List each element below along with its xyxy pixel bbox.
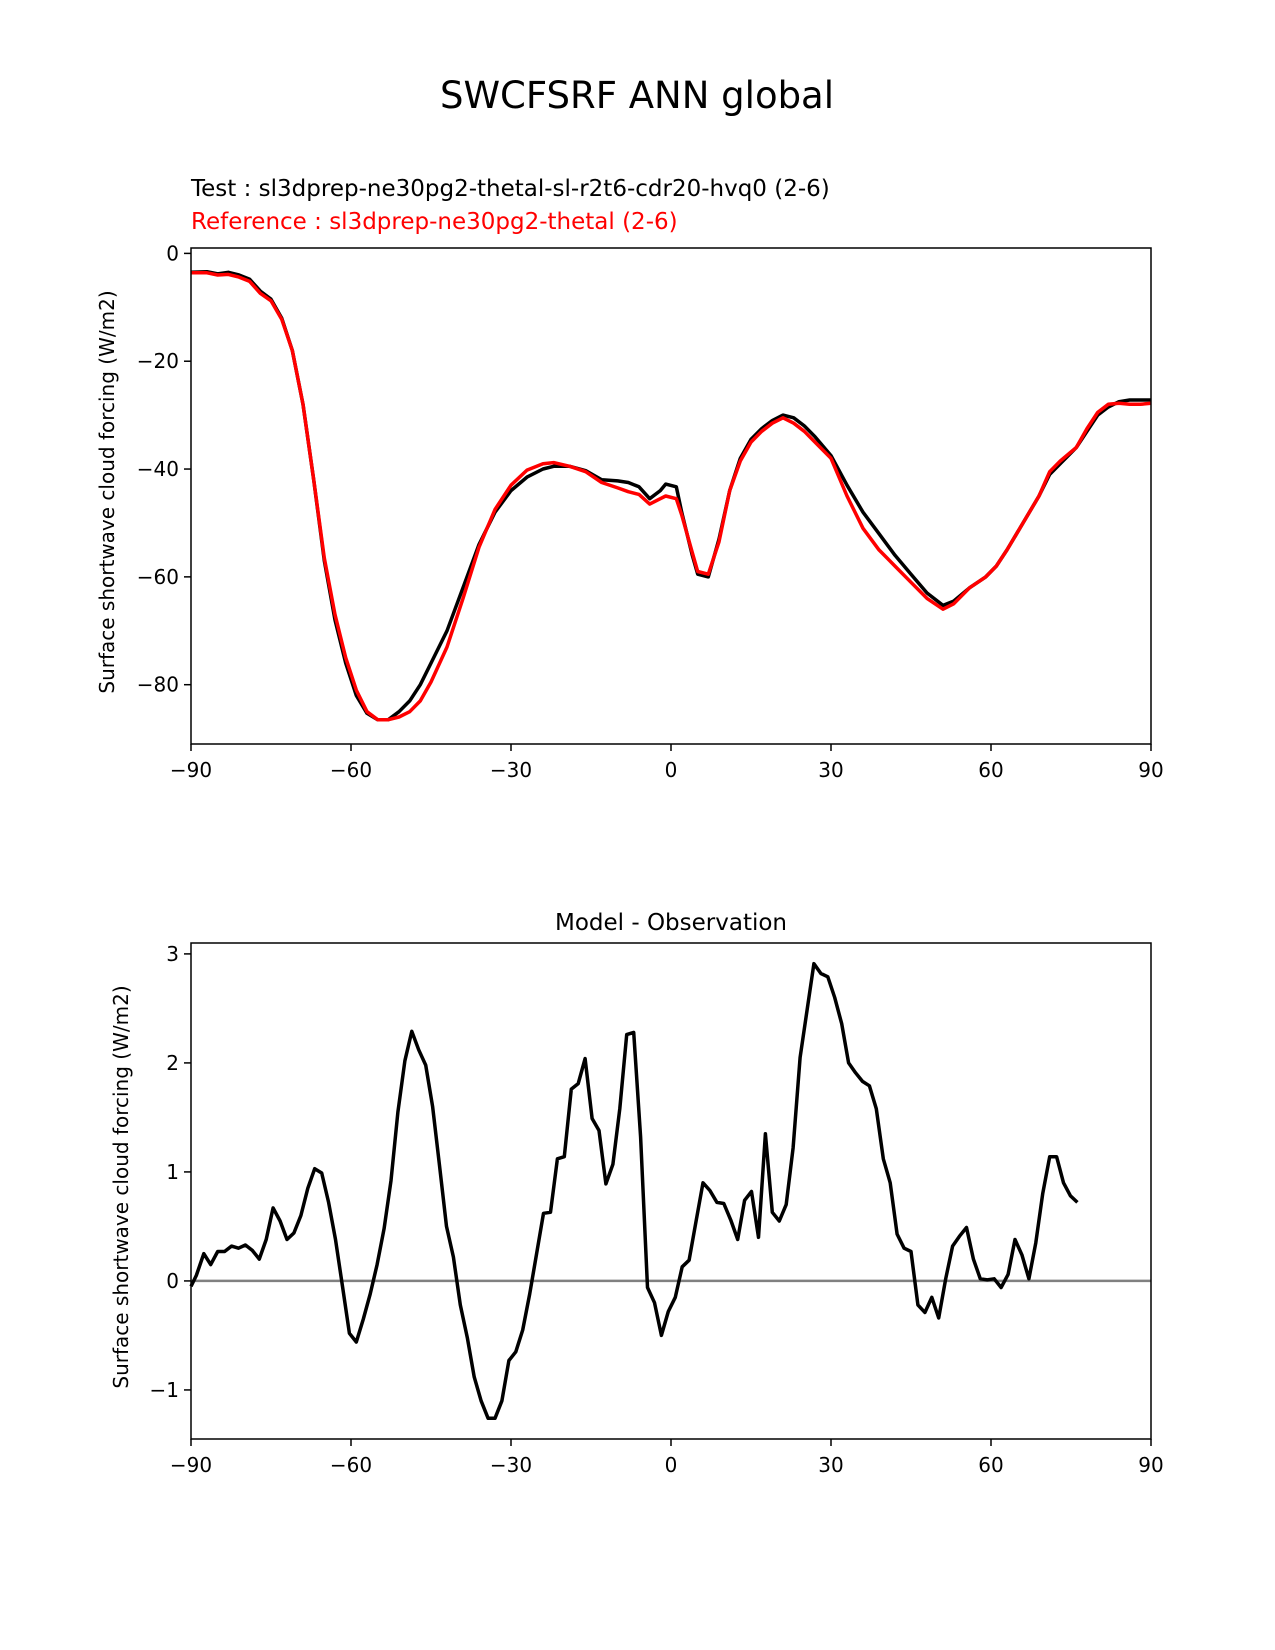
bottom-xtick-label: −90 — [170, 1453, 212, 1477]
bottom-xtick-labels: −90 −60 −30 0 30 60 90 — [170, 1453, 1164, 1477]
bottom-xtick-label: −60 — [330, 1453, 372, 1477]
bottom-axes-frame — [190, 942, 1152, 1440]
top-panel: Test : sl3dprep-ne30pg2-thetal-sl-r2t6-c… — [95, 176, 1164, 782]
top-ticks — [184, 252, 1152, 751]
top-xtick-label: 0 — [665, 758, 678, 782]
bottom-ytick-labels: 3 2 1 0 −1 — [150, 942, 179, 1402]
top-test-title: Test : sl3dprep-ne30pg2-thetal-sl-r2t6-c… — [190, 176, 830, 202]
bottom-ytick-label: 1 — [166, 1160, 179, 1184]
top-ytick-labels: 0 −20 −40 −60 −80 — [137, 241, 179, 696]
top-series-line-reference — [191, 271, 1152, 722]
bottom-series — [189, 961, 1079, 1421]
top-xtick-label: 90 — [1138, 758, 1163, 782]
top-xtick-label: 30 — [818, 758, 843, 782]
top-xtick-labels: −90 −60 −30 0 30 60 90 — [170, 758, 1164, 782]
bottom-ytick-label: 3 — [166, 942, 179, 966]
top-xtick-label: 60 — [978, 758, 1003, 782]
top-ytick-label: 0 — [166, 241, 179, 265]
top-xtick-label: −60 — [330, 758, 372, 782]
bottom-xtick-label: 60 — [978, 1453, 1003, 1477]
bottom-panel: Model - Observation Surface shortwave cl… — [109, 910, 1164, 1477]
bottom-xtick-label: 30 — [818, 1453, 843, 1477]
top-xtick-label: −30 — [490, 758, 532, 782]
top-reference-title: Reference : sl3dprep-ne30pg2-thetal (2-6… — [191, 209, 678, 235]
bottom-ytick-label: 2 — [166, 1051, 179, 1075]
bottom-ytick-label: 0 — [166, 1269, 179, 1293]
top-axes-frame — [190, 247, 1152, 745]
top-ytick-label: −20 — [137, 349, 179, 373]
top-xtick-label: −90 — [170, 758, 212, 782]
bottom-xtick-label: −30 — [490, 1453, 532, 1477]
bottom-xtick-label: 0 — [665, 1453, 678, 1477]
top-series — [190, 269, 1152, 722]
bottom-ticks — [184, 953, 1152, 1446]
top-ytick-label: −60 — [137, 565, 179, 589]
bottom-ylabel: Surface shortwave cloud forcing (W/m2) — [109, 985, 133, 1388]
suptitle: SWCFSRF ANN global — [440, 74, 834, 117]
bottom-ytick-label: −1 — [150, 1378, 179, 1402]
top-ytick-label: −80 — [137, 673, 179, 697]
bottom-xtick-label: 90 — [1138, 1453, 1163, 1477]
top-ylabel: Surface shortwave cloud forcing (W/m2) — [95, 290, 119, 693]
top-ytick-label: −40 — [137, 457, 179, 481]
bottom-title: Model - Observation — [555, 910, 787, 936]
bottom-series-line-model-observation — [189, 961, 1079, 1421]
